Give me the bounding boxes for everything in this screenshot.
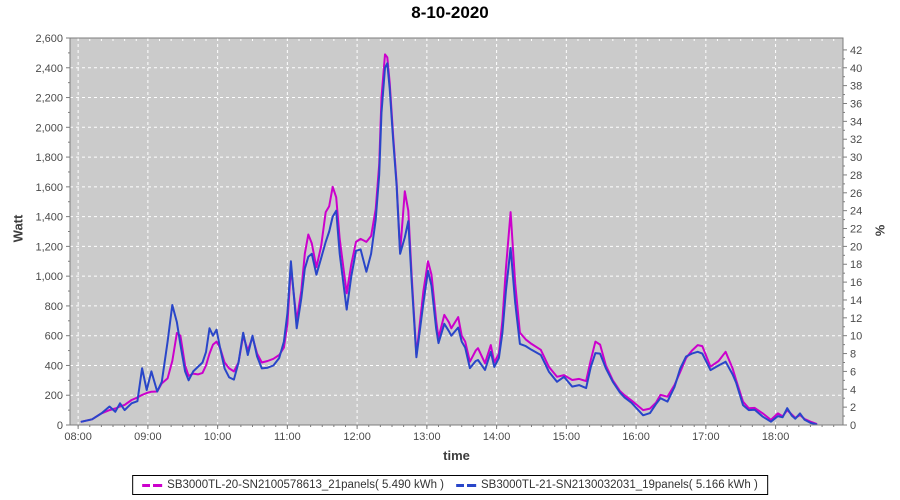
plot-background xyxy=(70,38,843,425)
x-tick-label: 17:00 xyxy=(692,431,720,443)
x-tick-label: 11:00 xyxy=(274,431,301,443)
x-tick-label: 09:00 xyxy=(134,431,162,443)
y-right-tick-label: 38 xyxy=(850,81,862,93)
legend-line-marker-blue xyxy=(456,483,476,487)
y-right-tick-label: 16 xyxy=(850,277,862,289)
x-tick-label: 08:00 xyxy=(64,431,92,443)
y-left-tick-label: 400 xyxy=(45,360,63,372)
chart-title: 8-10-2020 xyxy=(411,3,489,22)
y-left-tick-label: 2,000 xyxy=(35,122,63,134)
y-axis-title-watt: Watt xyxy=(10,214,26,243)
y-right-tick-label: 32 xyxy=(850,134,862,146)
y-axis-title-percent: % xyxy=(872,224,888,237)
y-right-tick-label: 10 xyxy=(850,331,862,343)
y-left-tick-label: 1,400 xyxy=(35,212,63,224)
x-axis-title-time: time xyxy=(443,448,470,463)
y-right-tick-label: 30 xyxy=(850,152,862,164)
y-left-tick-label: 800 xyxy=(45,301,63,313)
x-tick-label: 10:00 xyxy=(204,431,232,443)
y-left-tick-label: 1,000 xyxy=(35,271,63,283)
x-tick-label: 12:00 xyxy=(343,431,371,443)
y-right-tick-label: 6 xyxy=(850,366,856,378)
y-right-tick-label: 0 xyxy=(850,420,856,432)
y-right-tick-label: 26 xyxy=(850,188,862,200)
legend-label: SB3000TL-20-SN2100578613_21panels( 5.490… xyxy=(167,479,444,491)
y-right-tick-label: 12 xyxy=(850,313,862,325)
y-left-tick-label: 1,800 xyxy=(35,152,63,164)
y-right-tick-label: 18 xyxy=(850,259,862,271)
y-right-tick-label: 28 xyxy=(850,170,862,182)
y-left-tick-label: 2,200 xyxy=(35,93,63,105)
y-right-tick-label: 34 xyxy=(850,116,862,128)
x-tick-label: 14:00 xyxy=(483,431,511,443)
x-tick-label: 18:00 xyxy=(762,431,790,443)
y-right-tick-label: 8 xyxy=(850,349,856,361)
y-left-tick-label: 0 xyxy=(57,420,63,432)
x-tick-label: 15:00 xyxy=(553,431,581,443)
y-right-tick-label: 42 xyxy=(850,45,862,57)
legend: SB3000TL-20-SN2100578613_21panels( 5.490… xyxy=(132,475,768,495)
y-right-tick-label: 20 xyxy=(850,241,862,253)
y-left-tick-label: 2,400 xyxy=(35,63,63,75)
legend-item-inverter-21: SB3000TL-21-SN2130032031_19panels( 5.166… xyxy=(456,479,758,491)
series-line-1 xyxy=(80,62,818,426)
y-left-tick-label: 600 xyxy=(45,331,63,343)
y-right-tick-label: 2 xyxy=(850,402,856,414)
y-right-tick-label: 40 xyxy=(850,63,862,75)
y-right-tick-label: 4 xyxy=(850,384,856,396)
y-right-tick-label: 22 xyxy=(850,224,862,236)
y-left-tick-label: 1,200 xyxy=(35,241,63,253)
y-left-tick-label: 1,600 xyxy=(35,182,63,194)
y-right-tick-label: 24 xyxy=(850,206,862,218)
legend-line-marker-magenta xyxy=(142,483,163,487)
legend-label: SB3000TL-21-SN2130032031_19panels( 5.166… xyxy=(481,479,758,491)
y-right-tick-label: 14 xyxy=(850,295,862,307)
y-left-tick-label: 200 xyxy=(45,390,63,402)
legend-item-inverter-20: SB3000TL-20-SN2100578613_21panels( 5.490… xyxy=(142,479,444,491)
y-right-tick-label: 36 xyxy=(850,98,862,110)
x-tick-label: 16:00 xyxy=(622,431,650,443)
x-tick-label: 13:00 xyxy=(413,431,441,443)
y-left-tick-label: 2,600 xyxy=(35,33,63,45)
